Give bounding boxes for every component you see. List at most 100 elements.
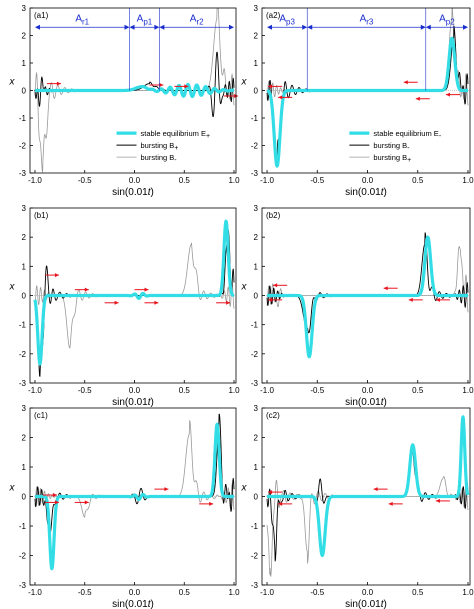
panel-c2-ytick-label-6: 3 — [254, 404, 259, 413]
panel-a1-xtick-label-3: 0.5 — [179, 176, 191, 185]
panel-a1-legend-sub-3: - — [174, 157, 177, 164]
panel-b1-xlabel-t: t — [148, 397, 152, 408]
panel-b2-xtick-label-0: -1.0 — [260, 386, 274, 395]
panel-b2-series-stable — [265, 235, 470, 359]
panel-b1-xtick-label-3: 0.5 — [179, 386, 191, 395]
panel-a1-ytick-label-1: -2 — [19, 142, 27, 151]
panel-c1-xtick-label-2: 0.0 — [129, 588, 141, 597]
panel-b1-arrow-6-head — [226, 300, 231, 305]
panel-a2-ytick-label-5: 2 — [254, 32, 259, 41]
panel-a1-region-right-head-3 — [229, 24, 235, 30]
panel-c1-xtick-label-1: -0.5 — [78, 588, 92, 597]
panel-a2-region-label-2: Ar3 — [360, 13, 374, 26]
panel-c1-arrow-2-head — [54, 500, 59, 505]
panel-c1-ytick-label-1: -2 — [19, 552, 27, 561]
panel-b1-xlabel: sin(0.01t) — [112, 397, 154, 408]
panel-a2-region-left-head-2 — [307, 24, 313, 30]
panel-b1-arrow-4-head — [144, 287, 149, 292]
panel-a1-label: (a1) — [34, 11, 49, 20]
panel-a2-arrow-4-head — [415, 96, 420, 101]
panel-a1-region-label-1: Ar1 — [75, 13, 89, 26]
panel-b2-label: (b2) — [266, 211, 281, 220]
panel-c1-ytick-label-6: 3 — [22, 404, 27, 413]
panel-b2-xtick-label-4: 1.0 — [462, 386, 474, 395]
panel-a2-ytick-label-2: -1 — [251, 114, 259, 123]
panel-a1-xtick-label-4: 1.0 — [228, 176, 240, 185]
panel-a1: Ar1 Ap1 Ar2 -3 -2 -1 0 1 2 3 -1.0 -0.5 0.0 0.5 1.0 sin(… — [9, 4, 241, 198]
panel-c2-xtick-label-0: -1.0 — [260, 588, 274, 597]
panel-c2-xlabel-t: t — [381, 599, 385, 609]
panel-a2-legend-label-1: stable equilibrium E- — [373, 129, 441, 140]
panel-a1-series-burst-primary — [34, 51, 235, 118]
panel-a1-xlabel: sin(0.01t) — [112, 187, 154, 198]
panel-b2-ytick-label-5: 2 — [254, 233, 259, 242]
panel-b1-ylabel: x — [9, 282, 16, 293]
panel-b2-ytick-label-3: 0 — [254, 292, 259, 301]
panel-b2-arrow-2-head — [268, 297, 273, 302]
panel-a2-region-label-1: Ap3 — [279, 13, 295, 26]
panel-b2-xtick-label-1: -0.5 — [310, 386, 324, 395]
panel-b1-series-burst-primary — [34, 229, 235, 377]
panel-a1-region-left-head-3 — [159, 24, 165, 30]
panel-c2-arrow-1-head — [268, 490, 273, 495]
panel-a1-region-sub-3: r2 — [196, 17, 204, 26]
panel-a2-ytick-label-4: 1 — [254, 59, 259, 68]
panel-a1-ytick-label-3: 0 — [22, 87, 27, 96]
panel-c1-xtick-label-3: 0.5 — [179, 588, 191, 597]
panel-c2-xtick-label-1: -0.5 — [310, 588, 324, 597]
panel-b1-ytick-label-1: -2 — [19, 350, 27, 359]
panel-b1-ytick-label-0: -3 — [19, 379, 27, 388]
panel-b1-ytick-label-6: 3 — [22, 204, 27, 213]
panel-a1-arrow-1-head — [56, 81, 61, 86]
panel-a2-plot-area — [265, 8, 470, 168]
panel-c1-label: (c1) — [34, 411, 48, 420]
panel-c2-arrow-2-head — [278, 501, 283, 506]
panel-a1-region-right-head-1 — [124, 24, 130, 30]
panel-a2-arrow-3-head — [403, 80, 408, 85]
panel-c1-xlabel-t: t — [148, 599, 152, 609]
panel-c1-arrow-4-head — [164, 487, 169, 492]
panel-b1-arrow-5-head — [154, 300, 159, 305]
panel-c2-ytick-label-1: -2 — [251, 552, 259, 561]
panel-a1-region-left-head-1 — [34, 24, 40, 30]
panel-b1-xtick-label-0: -1.0 — [28, 386, 42, 395]
panel-b1-arrow-2-head — [84, 287, 89, 292]
panel-c1-ytick-label-3: 0 — [22, 493, 27, 502]
panel-c2-ytick-label-0: -3 — [251, 581, 259, 590]
panel-a1-ytick-label-2: -1 — [19, 114, 27, 123]
panel-c2-arrow-5-head — [435, 498, 440, 503]
panel-a2-ytick-label-3: 0 — [254, 87, 259, 96]
panel-a2-region-sub-1: p3 — [286, 17, 295, 26]
panel-a2-arrow-5-head — [445, 92, 450, 97]
panel-b2-xlabel: sin(0.01t) — [345, 397, 387, 408]
panel-c2-arrow-4-head — [388, 501, 393, 506]
panel-b2-ytick-label-0: -3 — [251, 379, 259, 388]
panel-a1-plot-area — [33, 8, 236, 173]
panel-c2-series-burst-primary — [266, 451, 469, 562]
panel-a1-region-right-head-2 — [154, 24, 160, 30]
panel-b2-arrow-1-head — [273, 283, 278, 288]
panel-c2-plot-area — [265, 415, 470, 577]
panel-b2-ytick-label-6: 3 — [254, 204, 259, 213]
panel-b2-ytick-label-4: 1 — [254, 262, 259, 271]
panel-b2-xtick-label-3: 0.5 — [412, 386, 424, 395]
panel-b1-ytick-label-5: 2 — [22, 233, 27, 242]
panel-b1-xtick-label-1: -0.5 — [78, 386, 92, 395]
panel-b2-series-burst-secondary — [266, 246, 469, 313]
panel-a1-legend-label-1: stable equilibrium E+ — [141, 129, 211, 140]
panel-c1-series-burst-secondary — [34, 420, 235, 518]
panel-a2-xtick-label-3: 0.5 — [412, 176, 424, 185]
panel-c2-label: (c2) — [266, 411, 280, 420]
panel-a2-ytick-label-6: 3 — [254, 4, 259, 13]
panel-c2-series-stable — [265, 415, 470, 558]
panel-c1-arrow-1-head — [52, 493, 57, 498]
panel-a2-region-sub-3: p2 — [446, 17, 455, 26]
panel-c1-arrow-3-head — [84, 500, 89, 505]
panel-a1-xtick-label-2: 0.0 — [129, 176, 141, 185]
panel-a2-legend-label-3: bursting B+ — [373, 153, 411, 164]
panel-b1-ytick-label-4: 1 — [22, 262, 27, 271]
panel-b2-ytick-label-2: -1 — [251, 321, 259, 330]
panel-a1-legend-label-2: bursting B+ — [141, 141, 179, 152]
panel-c2-series-burst-secondary — [266, 476, 469, 577]
